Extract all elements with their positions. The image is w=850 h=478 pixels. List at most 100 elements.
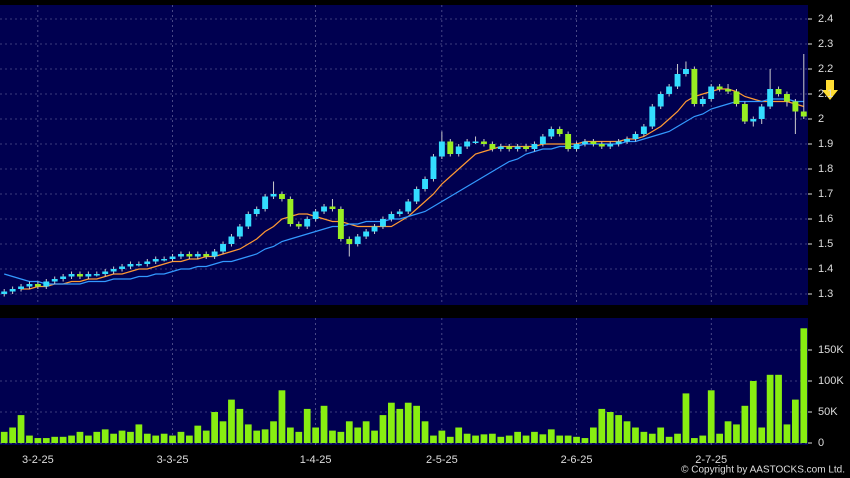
candle-body	[632, 134, 639, 139]
volume-bar	[691, 438, 698, 444]
candle-body	[615, 141, 622, 144]
candle-body	[775, 89, 782, 94]
candle-body	[733, 91, 740, 104]
candle-body	[211, 251, 218, 257]
candle-body	[573, 144, 580, 149]
volume-bar	[674, 433, 681, 444]
volume-bar	[9, 427, 16, 444]
volume-bar	[362, 421, 370, 444]
candle-body	[26, 284, 33, 287]
volume-bar	[295, 431, 303, 444]
volume-bar	[261, 429, 269, 444]
volume-bar	[388, 402, 395, 444]
volume-bar	[682, 393, 690, 444]
volume-bar	[581, 438, 589, 444]
candle-body	[270, 194, 277, 197]
volume-bar	[68, 435, 75, 444]
volume-bar	[143, 433, 151, 444]
volume-bar	[590, 427, 597, 444]
y-tick-label: 1.5	[818, 238, 833, 250]
candle-body	[85, 274, 92, 277]
candle-body	[683, 69, 689, 74]
candle-body	[800, 111, 807, 117]
volume-bar	[396, 408, 404, 444]
candle-body	[262, 196, 269, 209]
candle-body	[304, 219, 311, 227]
candle-body	[716, 86, 723, 89]
candle-body	[245, 214, 252, 227]
volume-bar	[0, 431, 8, 444]
y-tick-label: 0	[818, 437, 824, 449]
volume-bar	[606, 412, 614, 444]
volume-bar	[34, 438, 42, 444]
candle-body	[758, 106, 765, 119]
candle-body	[514, 146, 521, 149]
candle-body	[447, 141, 454, 154]
candle-body	[346, 239, 353, 244]
candle-body	[228, 236, 235, 244]
candle-body	[556, 129, 563, 134]
candle-body	[741, 104, 748, 122]
candle-body	[438, 141, 445, 157]
volume-bar	[547, 429, 555, 444]
volume-bar	[640, 431, 648, 444]
volume-bar	[446, 436, 454, 444]
volume-bar	[539, 434, 547, 444]
x-tick-label: 2-7-25	[695, 454, 727, 466]
volume-bar	[278, 390, 286, 444]
candle-body	[388, 214, 395, 219]
y-tick-label: 150K	[818, 344, 844, 356]
volume-bar	[253, 430, 261, 444]
candle-body	[657, 94, 664, 107]
volume-bar	[531, 431, 538, 444]
candle-body	[203, 254, 210, 257]
candle-body	[590, 141, 597, 144]
volume-bar	[792, 399, 799, 444]
volume-bar	[303, 408, 311, 444]
candle-body	[640, 126, 647, 134]
candle-body	[548, 129, 555, 137]
volume-bar	[379, 415, 387, 444]
y-tick-label: 50K	[818, 406, 838, 418]
volume-bar	[345, 421, 353, 444]
candle-body	[312, 211, 319, 219]
volume-bar	[76, 431, 84, 444]
volume-bar	[665, 436, 673, 444]
candle-body	[784, 94, 790, 102]
volume-panel	[0, 318, 808, 445]
volume-bar	[228, 399, 235, 444]
candle-body	[497, 146, 504, 149]
y-tick-label: 1.4	[818, 263, 833, 275]
volume-bar	[177, 431, 185, 444]
moving-average-line	[4, 98, 804, 285]
candle-body	[186, 254, 193, 257]
candle-body	[178, 254, 184, 257]
volume-bar	[312, 427, 319, 444]
candle-body	[337, 209, 344, 239]
volume-bar	[438, 430, 446, 444]
volume-bar	[455, 427, 463, 444]
volume-bar	[716, 433, 723, 444]
volume-bar	[42, 438, 50, 444]
volume-bar	[118, 430, 126, 444]
volume-bar	[236, 408, 244, 444]
candle-body	[354, 236, 361, 244]
volume-bar	[110, 433, 117, 444]
candle-body	[321, 206, 327, 212]
candle-body	[371, 226, 378, 232]
candle-body	[220, 244, 226, 252]
y-tick-label: 1.6	[818, 213, 833, 225]
volume-bar	[85, 435, 92, 444]
volume-bar	[648, 433, 656, 444]
volume-bar	[211, 412, 218, 444]
volume-bar	[758, 427, 766, 444]
candle-body	[43, 281, 50, 287]
candle-body	[135, 264, 142, 266]
candle-body	[60, 276, 67, 279]
arrow-icon	[822, 80, 838, 100]
volume-bar	[93, 431, 101, 444]
candle-body	[68, 274, 75, 277]
volume-bar	[101, 429, 109, 444]
candle-body	[380, 219, 386, 227]
